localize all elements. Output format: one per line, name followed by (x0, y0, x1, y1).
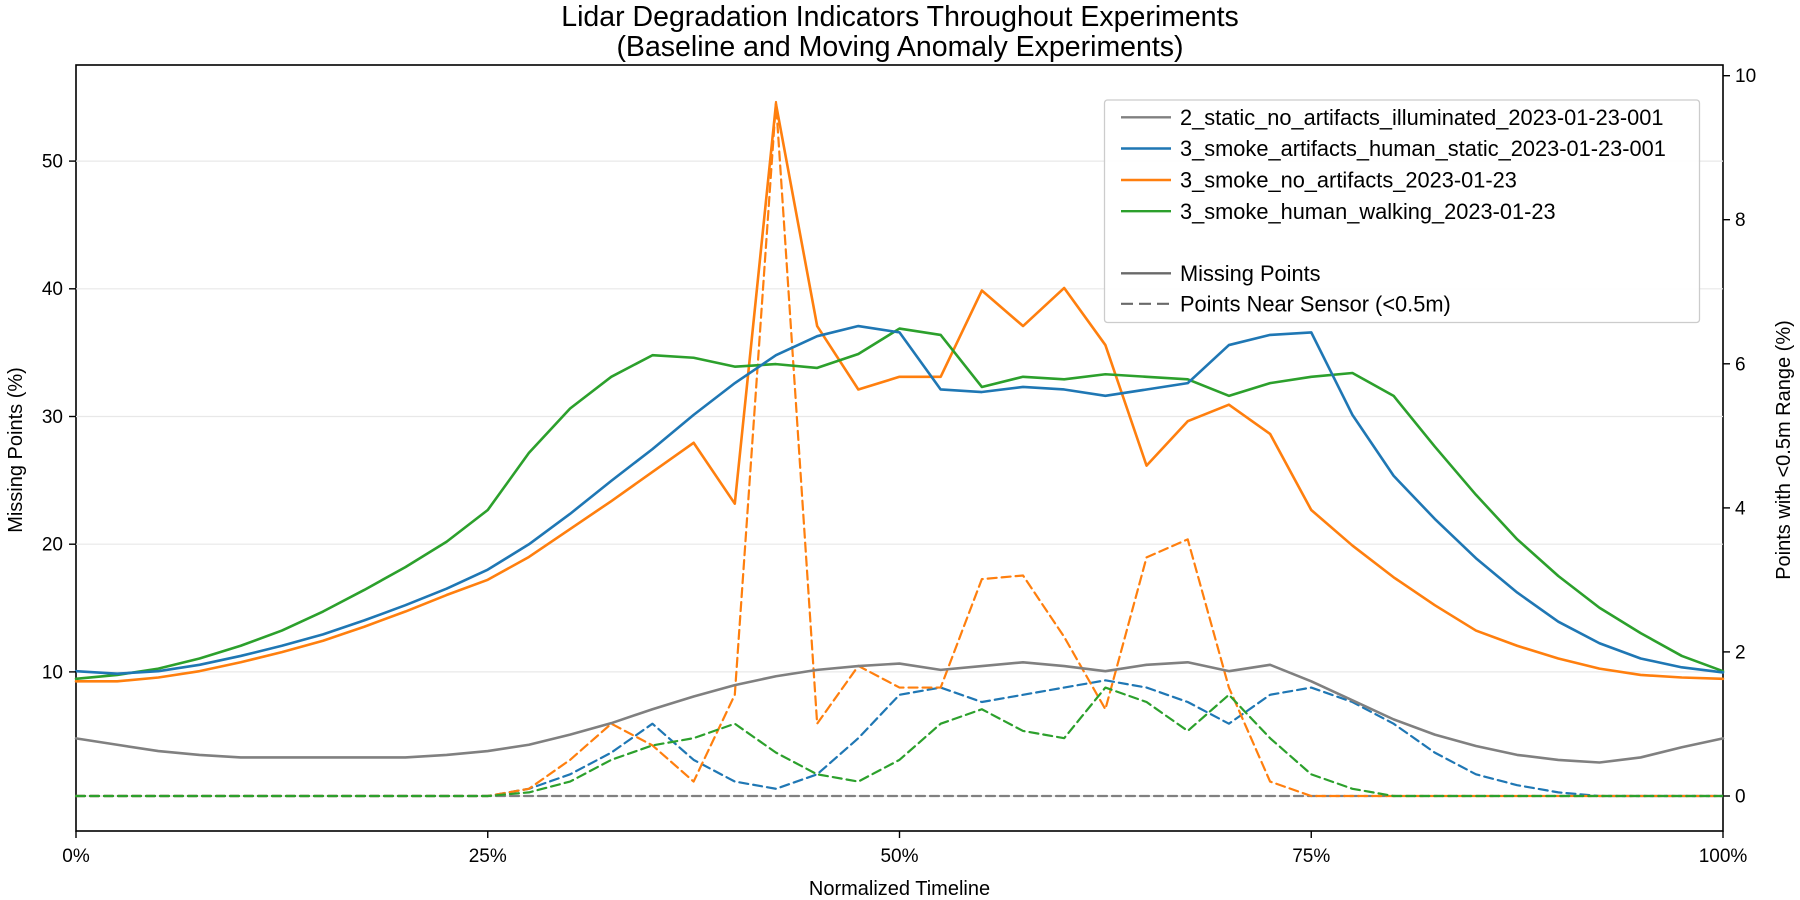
svg-text:75%: 75% (1292, 846, 1330, 867)
svg-text:10: 10 (42, 662, 63, 683)
svg-text:100%: 100% (1699, 846, 1748, 867)
svg-text:20: 20 (42, 535, 63, 556)
svg-text:2_static_no_artifacts_illumina: 2_static_no_artifacts_illuminated_2023-0… (1180, 105, 1663, 130)
svg-text:Missing Points: Missing Points (1180, 261, 1321, 286)
svg-text:6: 6 (1735, 354, 1746, 375)
svg-text:4: 4 (1735, 498, 1746, 519)
svg-text:50%: 50% (880, 846, 918, 867)
svg-text:0: 0 (1735, 787, 1746, 808)
svg-text:Lidar Degradation Indicators T: Lidar Degradation Indicators Throughout … (561, 1, 1239, 33)
svg-text:10: 10 (1735, 66, 1756, 87)
svg-text:Missing Points (%): Missing Points (%) (5, 367, 27, 533)
svg-text:Points Near Sensor (<0.5m): Points Near Sensor (<0.5m) (1180, 292, 1451, 317)
svg-text:3_smoke_no_artifacts_2023-01-2: 3_smoke_no_artifacts_2023-01-23 (1180, 168, 1517, 193)
svg-text:Normalized Timeline: Normalized Timeline (809, 878, 990, 900)
svg-text:(Baseline and Moving Anomaly E: (Baseline and Moving Anomaly Experiments… (616, 31, 1183, 63)
svg-text:25%: 25% (469, 846, 507, 867)
svg-text:30: 30 (42, 407, 63, 428)
svg-text:Points with <0.5m Range (%): Points with <0.5m Range (%) (1773, 320, 1795, 580)
svg-text:40: 40 (42, 279, 63, 300)
svg-text:2: 2 (1735, 642, 1746, 663)
svg-text:8: 8 (1735, 210, 1746, 231)
svg-text:0%: 0% (62, 846, 90, 867)
svg-text:3_smoke_artifacts_human_static: 3_smoke_artifacts_human_static_2023-01-2… (1180, 136, 1666, 161)
svg-text:3_smoke_human_walking_2023-01-: 3_smoke_human_walking_2023-01-23 (1180, 199, 1556, 224)
svg-text:50: 50 (42, 152, 63, 173)
